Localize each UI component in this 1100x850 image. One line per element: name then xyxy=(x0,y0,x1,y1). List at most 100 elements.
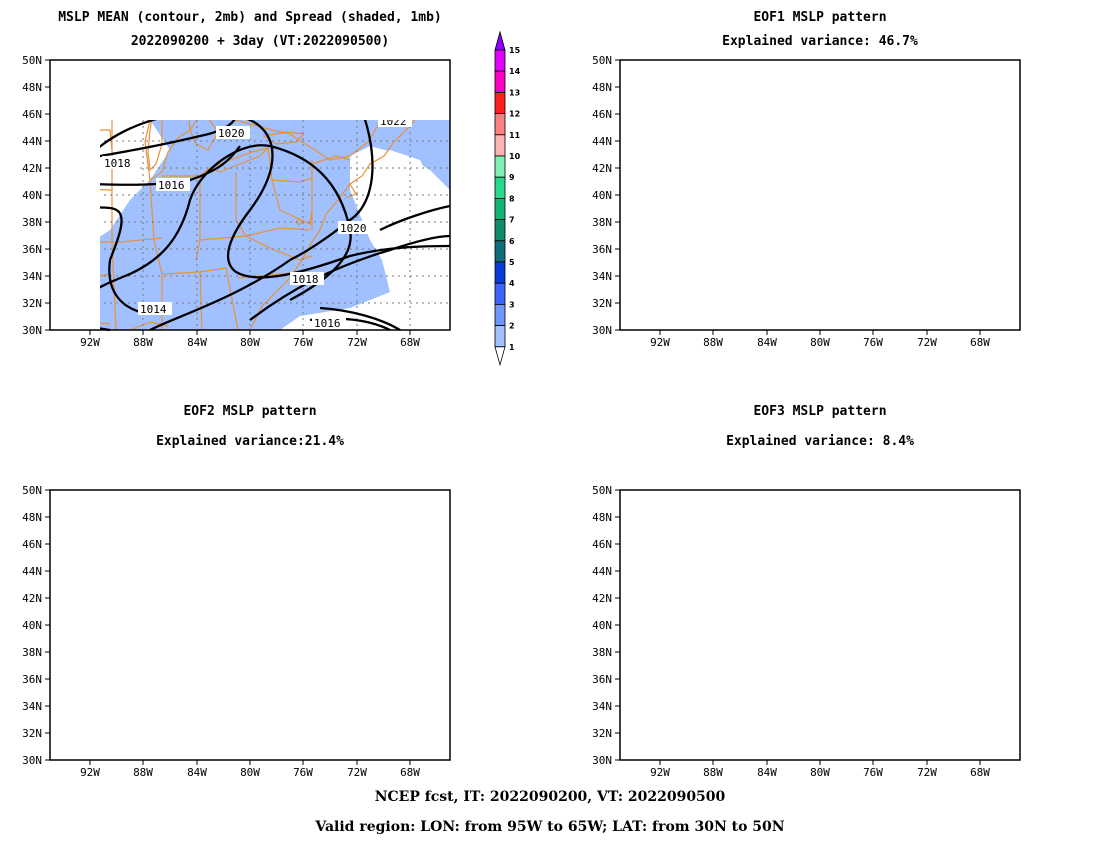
contour-label: 0 xyxy=(828,699,835,712)
colorbar-segment xyxy=(494,261,506,284)
lat-tick-label: 48N xyxy=(22,511,42,524)
lat-tick-label: 34N xyxy=(592,700,612,713)
contour-label: 1016 xyxy=(314,317,341,330)
lat-tick-label: 40N xyxy=(592,619,612,632)
colorbar-label: 3 xyxy=(509,300,515,309)
colorbar-label: 5 xyxy=(509,258,515,267)
colorbar-label: 7 xyxy=(509,216,515,225)
lat-tick-label: 44N xyxy=(22,565,42,578)
lat-tick-label: 46N xyxy=(592,538,612,551)
lon-tick-label: 92W xyxy=(80,766,100,779)
axes-layer: 50N 48N 46N 44N 42N 40N 38N 36N 34N 32N 30N 92W 88W 8… xyxy=(22,54,990,779)
contour-label: 1014 xyxy=(58,231,85,244)
footer-line1: NCEP fcst, IT: 2022090200, VT: 202209050… xyxy=(374,789,726,805)
lat-tick-label: 44N xyxy=(592,135,612,148)
lat-tick-label: 42N xyxy=(22,592,42,605)
lat-tick-label: 36N xyxy=(22,673,42,686)
lat-tick-label: 50N xyxy=(22,54,42,67)
panel1-map: 1014 1014 1016 1016 1018 1018 1018 1020 … xyxy=(49,59,451,332)
colorbar-top-arrow xyxy=(494,30,506,51)
lat-tick-label: 50N xyxy=(592,484,612,497)
panel1-title-line1: MSLP MEAN (contour, 2mb) and Spread (sha… xyxy=(58,10,442,25)
lon-tick-label: 92W xyxy=(650,766,670,779)
lat-tick-label: 46N xyxy=(592,108,612,121)
lat-tick-label: 34N xyxy=(22,700,42,713)
lat-tick-label: 36N xyxy=(592,673,612,686)
lon-tick-label: 80W xyxy=(240,766,260,779)
lat-tick-label: 36N xyxy=(592,243,612,256)
panel3-title-line1: EOF2 MSLP pattern xyxy=(183,404,317,419)
lon-tick-label: 68W xyxy=(400,336,420,349)
lat-tick-label: 50N xyxy=(22,484,42,497)
lon-tick-label: 76W xyxy=(293,336,313,349)
lat-tick-label: 38N xyxy=(22,216,42,229)
colorbar-segment xyxy=(494,325,506,348)
lat-tick-label: 40N xyxy=(22,189,42,202)
lat-tick-label: 32N xyxy=(22,297,42,310)
lon-tick-label: 80W xyxy=(240,336,260,349)
lon-tick-label: 88W xyxy=(133,766,153,779)
lat-tick-label: 38N xyxy=(22,646,42,659)
colorbar-label: 1 xyxy=(509,343,515,352)
colorbar-segment xyxy=(494,219,506,242)
lat-tick-label: 40N xyxy=(22,619,42,632)
lon-tick-label: 76W xyxy=(293,766,313,779)
lon-tick-label: 80W xyxy=(810,766,830,779)
colorbar-segment xyxy=(494,197,506,220)
lon-tick-label: 92W xyxy=(80,336,100,349)
lon-tick-label: 80W xyxy=(810,336,830,349)
colorbar-label: 9 xyxy=(509,173,515,182)
lat-tick-label: 30N xyxy=(22,754,42,767)
colorbar-label: 15 xyxy=(509,46,521,55)
colorbar-label: 6 xyxy=(509,237,515,246)
contour-label: 1 xyxy=(184,646,191,659)
lat-tick-label: 32N xyxy=(592,727,612,740)
colorbar-label: 14 xyxy=(509,67,521,76)
lat-tick-label: 42N xyxy=(592,162,612,175)
lat-tick-label: 50N xyxy=(592,54,612,67)
contour-label: 1020 xyxy=(218,127,245,140)
panel2-title-line2: Explained variance: 46.7% xyxy=(722,34,918,49)
colorbar-segment xyxy=(494,240,506,263)
lat-tick-label: 30N xyxy=(592,324,612,337)
lat-tick-label: 46N xyxy=(22,538,42,551)
panel4-title-line2: Explained variance: 8.4% xyxy=(726,434,914,449)
colorbar-bottom-arrow xyxy=(494,346,506,367)
colorbar-segment xyxy=(494,176,506,199)
lon-tick-label: 84W xyxy=(187,766,207,779)
panel3-map: 0 0 1 xyxy=(49,489,451,761)
spread-shading xyxy=(100,120,450,330)
lon-tick-label: 72W xyxy=(347,766,367,779)
colorbar-label: 11 xyxy=(509,131,521,140)
lat-tick-label: 30N xyxy=(592,754,612,767)
lat-tick-label: 44N xyxy=(22,135,42,148)
lat-tick-label: 32N xyxy=(22,727,42,740)
lon-tick-label: 88W xyxy=(133,336,153,349)
lat-tick-label: 34N xyxy=(22,270,42,283)
lon-tick-label: 68W xyxy=(970,336,990,349)
colorbar-segment xyxy=(494,282,506,305)
contour-label: 0 xyxy=(802,731,809,744)
lon-tick-label: 92W xyxy=(650,336,670,349)
contour-label: 1022 xyxy=(380,115,407,128)
lat-tick-label: 38N xyxy=(592,646,612,659)
colorbar-segment xyxy=(494,49,506,72)
footer-line2: Valid region: LON: from 95W to 65W; LAT:… xyxy=(315,819,785,835)
contour-label: 1020 xyxy=(340,222,367,235)
lon-tick-label: 68W xyxy=(400,766,420,779)
contour-label: 1018 xyxy=(104,157,131,170)
lat-tick-label: 38N xyxy=(592,216,612,229)
lon-tick-label: 76W xyxy=(863,766,883,779)
colorbar-label: 8 xyxy=(509,194,515,203)
colorbar-segment xyxy=(494,303,506,326)
contour-label: 1016 xyxy=(158,179,185,192)
panel2-map: 0 0 1 xyxy=(619,59,1021,331)
colorbar-segment xyxy=(494,155,506,178)
colorbar-segment xyxy=(494,70,506,93)
lon-tick-label: 72W xyxy=(917,766,937,779)
lat-tick-label: 36N xyxy=(22,243,42,256)
contour-label: 1014 xyxy=(140,303,167,316)
colorbar-segment xyxy=(494,113,506,136)
contour-label: 1018 xyxy=(292,273,319,286)
